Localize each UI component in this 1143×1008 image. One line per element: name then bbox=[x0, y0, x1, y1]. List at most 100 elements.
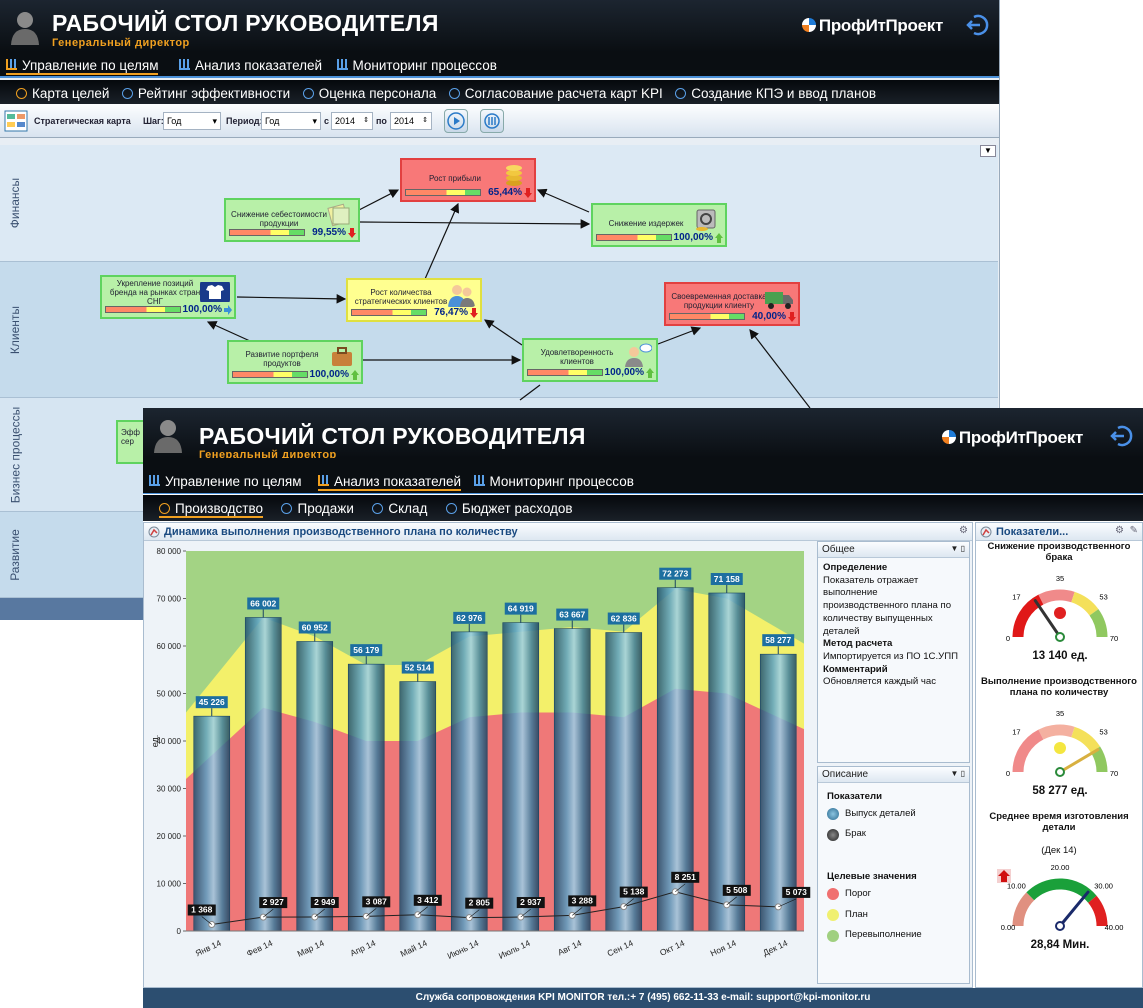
bar-label-bg bbox=[659, 567, 692, 580]
year-to-input[interactable]: 2014 ⇕ bbox=[390, 112, 432, 130]
tab-production[interactable]: Производство bbox=[159, 495, 264, 518]
gauge-status-light bbox=[1054, 607, 1066, 619]
defect-label: 1 368 bbox=[191, 905, 213, 915]
time-gauge: 0.00 40.00 10.00 20.00 30.00 28,84 Мин. bbox=[1001, 863, 1124, 951]
exit-icon[interactable] bbox=[1109, 423, 1135, 449]
nav-analysis[interactable]: Анализ показателей bbox=[178, 52, 322, 73]
gauge-title: Выполнение производственного плана по ко… bbox=[981, 676, 1137, 698]
gauge-band bbox=[1012, 892, 1035, 927]
map-connectors bbox=[206, 188, 811, 409]
tab-kpi-approval[interactable]: Согласование расчета карт KPI bbox=[448, 80, 663, 101]
defect-label: 2 805 bbox=[469, 898, 491, 908]
nav-monitoring[interactable]: Мониторинг процессов bbox=[473, 470, 634, 489]
gauge-hub bbox=[1055, 767, 1065, 777]
tshirt-icon bbox=[200, 282, 230, 302]
collapse-button[interactable]: ▼ bbox=[980, 145, 996, 157]
toolbar: Стратегическая карта Шаг: Год ▾ Период: Г… bbox=[0, 104, 999, 138]
pin-icon[interactable]: ✎ bbox=[1129, 525, 1138, 536]
y-axis-label: ед. bbox=[150, 735, 160, 748]
definition-title: Определение bbox=[823, 562, 888, 573]
nav-analysis[interactable]: Анализ показателей bbox=[317, 470, 462, 491]
x-tick-label: Авг 14 bbox=[556, 938, 583, 958]
kpi-strategic-clients[interactable]: Рост количества стратегических клиентов … bbox=[346, 278, 482, 322]
gear-icon[interactable]: ⚙ bbox=[959, 525, 968, 536]
chevron-down-icon[interactable]: ▼ ▯ bbox=[950, 544, 965, 553]
user-role: Генеральный директор bbox=[52, 37, 190, 49]
general-panel: Общее ▼ ▯ Определение Показатель отражает… bbox=[817, 541, 970, 763]
general-panel-title: Общее bbox=[822, 544, 855, 555]
settings-button[interactable] bbox=[480, 109, 504, 133]
comment-text: Обновляется каждый час bbox=[823, 676, 937, 688]
production-chart: 0 10 000 20 000 30 000 40 000 50 000 60 000 70 … bbox=[150, 547, 811, 961]
gauge-min-label: 0 bbox=[1006, 769, 1010, 778]
strategy-map-icon bbox=[4, 110, 28, 132]
defect-label-bg bbox=[413, 894, 442, 906]
arrow-up-icon bbox=[646, 368, 654, 378]
defect-label-bg bbox=[619, 886, 648, 898]
gauge-band bbox=[1071, 726, 1101, 753]
tab-kpi-create[interactable]: Создание КПЭ и ввод планов bbox=[675, 80, 876, 101]
x-tick-label: Апр 14 bbox=[349, 938, 378, 959]
gauges-panel: Показатели... ⚙ ✎ Снижение производствен… bbox=[975, 522, 1143, 988]
arrow-down-icon bbox=[524, 188, 532, 198]
app-header: РАБОЧИЙ СТОЛ РУКОВОДИТЕЛЯ Генеральный ди… bbox=[143, 408, 1143, 461]
y-tick-label: 0 bbox=[177, 927, 182, 936]
tab-sales[interactable]: Продажи bbox=[281, 495, 354, 516]
defect-label-leader bbox=[366, 908, 377, 917]
defect-label: 2 927 bbox=[263, 897, 285, 907]
nav-goals[interactable]: Управление по целям bbox=[6, 52, 159, 75]
y-tick-label: 60 000 bbox=[157, 642, 182, 651]
spinner-icon[interactable]: ⇕ bbox=[422, 117, 428, 124]
tab-goal-map[interactable]: Карта целей bbox=[16, 80, 109, 101]
kpi-delivery[interactable]: Своевременная доставка продукции клиенту… bbox=[664, 282, 800, 326]
gauge-tick-label: 35 bbox=[1056, 574, 1064, 583]
chart-panel-title: Динамика выполнения производственного пл… bbox=[164, 526, 518, 538]
defect-label-bg bbox=[782, 886, 811, 898]
period-select[interactable]: Год ▾ bbox=[261, 112, 321, 130]
bar bbox=[347, 663, 385, 932]
kpi-client-satisfaction[interactable]: Удовлетворенность клиентов 100,00% bbox=[522, 338, 658, 382]
x-tick-label: Мар 14 bbox=[296, 938, 326, 959]
kpi-product-portfolio[interactable]: Развитие портфеля продуктов 100,00% bbox=[227, 340, 363, 384]
defect-label-leader bbox=[263, 908, 274, 918]
kpi-profit-growth[interactable]: Рост прибыли 65,44% bbox=[400, 158, 536, 202]
gear-icon[interactable]: ⚙ bbox=[1115, 525, 1124, 536]
chevron-down-icon[interactable]: ▼ ▯ bbox=[950, 769, 965, 778]
apply-button[interactable] bbox=[444, 109, 468, 133]
x-tick-label: Сен 14 bbox=[606, 938, 635, 959]
defect-label-bg bbox=[362, 896, 391, 908]
gauge-band bbox=[1012, 729, 1044, 773]
nav-monitoring[interactable]: Мониторинг процессов bbox=[336, 52, 497, 73]
bar bbox=[759, 653, 797, 932]
kpi-value: 100,00% bbox=[182, 304, 222, 315]
tab-expenses-budget[interactable]: Бюджет расходов bbox=[445, 495, 573, 516]
x-tick-label: Дек 14 bbox=[761, 938, 789, 958]
tab-warehouse[interactable]: Склад bbox=[372, 495, 427, 516]
defect-label-leader bbox=[314, 908, 325, 918]
bar-label-bg bbox=[762, 634, 795, 647]
bar bbox=[502, 622, 540, 932]
tab-efficiency-rating[interactable]: Рейтинг эффективности bbox=[121, 80, 290, 101]
kpi-expense-reduction[interactable]: Снижение издержек 100,00% bbox=[591, 203, 727, 247]
x-tick-label: Окт 14 bbox=[658, 938, 686, 958]
kpi-cost-reduction[interactable]: Снижение себестоимости продукции 99,55% bbox=[224, 198, 360, 242]
method-text: Импортируется из ПО 1С.УПП bbox=[823, 650, 959, 662]
bar-label-bg bbox=[710, 572, 743, 585]
gauge-band bbox=[1070, 591, 1099, 616]
nav-goals[interactable]: Управление по целям bbox=[149, 470, 301, 489]
bar-label: 64 919 bbox=[508, 604, 534, 614]
bar-label-bg bbox=[401, 661, 434, 674]
arrow-up-icon bbox=[715, 233, 723, 243]
gauge-band bbox=[1087, 895, 1108, 927]
tab-staff-evaluation[interactable]: Оценка персонала bbox=[302, 80, 436, 101]
bar-label: 60 952 bbox=[302, 622, 328, 632]
defect-label-bg bbox=[187, 904, 216, 916]
bar-label-bg bbox=[504, 602, 537, 615]
year-from-input[interactable]: 2014 ⇕ bbox=[331, 112, 373, 130]
x-tick-label: Фев 14 bbox=[245, 938, 274, 959]
kpi-brand-positions[interactable]: Укрепление позиций бренда на рынках стра… bbox=[100, 275, 236, 319]
defect-line bbox=[211, 891, 779, 925]
exit-icon[interactable] bbox=[965, 12, 991, 38]
step-select[interactable]: Год ▾ bbox=[163, 112, 221, 130]
spinner-icon[interactable]: ⇕ bbox=[363, 117, 369, 124]
